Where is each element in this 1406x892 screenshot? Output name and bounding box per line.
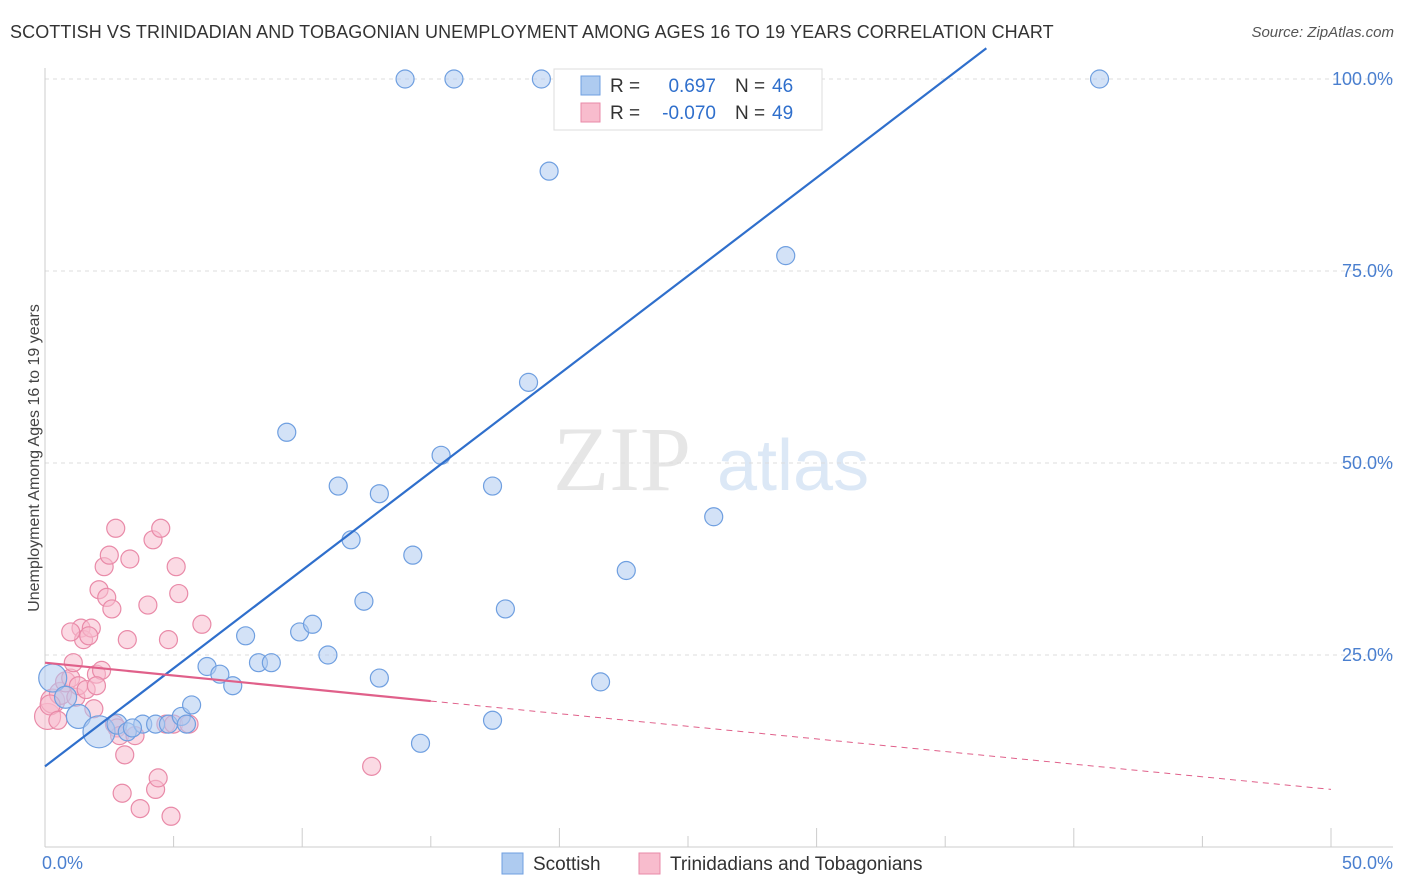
scottish-point-16: [261, 653, 281, 673]
scottish-point-42: [776, 246, 796, 266]
trini-point-43: [362, 756, 382, 776]
trini-point-48: [86, 676, 107, 696]
trini-n-value: 49: [772, 103, 793, 124]
grid-lines: [45, 78, 1393, 656]
scottish-point-30: [444, 69, 464, 89]
scottish-point-24: [369, 484, 389, 504]
scottish-point-19: [302, 614, 323, 634]
trini-point-47: [79, 626, 99, 646]
scottish-point-44: [122, 718, 143, 738]
scottish-point-26: [395, 69, 415, 89]
scottish-point-10: [182, 695, 202, 715]
scottish-point-27: [403, 545, 423, 565]
scottish-n-value: 46: [772, 76, 793, 97]
scottish-point-36: [539, 161, 559, 181]
trini-point-30: [138, 595, 158, 615]
scottish-point-2: [65, 703, 92, 730]
scottish-point-41: [704, 507, 724, 527]
legend-scottish-swatch[interactable]: [501, 852, 524, 875]
trend-lines: [44, 47, 1332, 790]
scottish-point-45: [176, 714, 197, 734]
scottish-trend-line-0: [44, 47, 988, 768]
trini-point-33: [148, 768, 168, 788]
y-tick-label-3: 100.0%: [1332, 69, 1393, 89]
scottish-stats-swatch: [580, 75, 601, 96]
trini-point-27: [120, 549, 140, 569]
scottish-point-25: [369, 668, 389, 688]
trini-point-34: [151, 518, 171, 538]
legend-trini-swatch[interactable]: [638, 852, 661, 875]
source-label: Source: ZipAtlas.com: [1251, 24, 1394, 41]
scottish-point-29: [431, 445, 451, 465]
y-tick-label-0: 25.0%: [1342, 645, 1393, 665]
scottish-r-label: R =: [610, 76, 640, 97]
y-axis-label: Unemployment Among Ages 16 to 19 years: [26, 304, 43, 612]
trini-r-value: -0.070: [662, 103, 716, 124]
trini-point-24: [112, 783, 132, 803]
scottish-point-34: [518, 372, 539, 392]
scottish-point-14: [236, 626, 256, 646]
stats-legend: R = 0.697 N = 46 R = -0.070 N = 49: [553, 68, 823, 131]
x-tick-label-1: 50.0%: [1342, 853, 1393, 873]
scottish-r-value: 0.697: [668, 76, 716, 97]
scottish-n-label: N =: [735, 76, 765, 97]
trini-point-45: [48, 710, 68, 730]
watermark-atlas: atlas: [717, 426, 869, 506]
trini-point-5: [63, 653, 83, 673]
legend-trini-label[interactable]: Trinidadians and Tobagonians: [670, 854, 922, 875]
scottish-point-39: [616, 560, 636, 581]
scottish-points: [38, 69, 1110, 753]
scottish-point-20: [318, 645, 338, 665]
trini-point-42: [192, 614, 212, 634]
trini-point-36: [158, 630, 179, 650]
scottish-point-33: [495, 599, 515, 619]
trini-point-29: [130, 798, 150, 819]
scottish-point-32: [482, 710, 503, 730]
trini-point-25: [115, 745, 135, 765]
scottish-point-28: [410, 733, 431, 753]
trini-point-46: [61, 622, 81, 642]
y-tick-labels: 25.0% 50.0% 75.0% 100.0%: [1332, 69, 1393, 665]
scottish-point-21: [328, 476, 348, 496]
scottish-point-23: [354, 591, 374, 611]
watermark-zip: ZIP: [553, 408, 691, 510]
scottish-point-31: [482, 476, 503, 496]
scottish-point-1: [53, 685, 78, 709]
scottish-point-35: [531, 69, 551, 89]
trini-point-19: [102, 599, 122, 619]
scottish-point-38: [590, 672, 611, 692]
trini-point-39: [166, 557, 186, 577]
trini-point-21: [106, 518, 126, 538]
scottish-point-17: [277, 422, 297, 442]
trini-point-18: [99, 545, 119, 565]
bottom-legend: Scottish Trinidadians and Tobagonians: [501, 852, 922, 875]
trini-trend-line-2: [430, 700, 1332, 790]
axes: [44, 68, 1393, 848]
x-tick-labels: 0.0% 50.0%: [42, 853, 1393, 873]
scottish-point-43: [1089, 69, 1110, 89]
trini-point-26: [117, 630, 137, 650]
legend-scottish-label[interactable]: Scottish: [533, 854, 601, 875]
trini-stats-swatch: [580, 102, 601, 123]
trini-r-label: R =: [610, 103, 640, 124]
trini-trend-line-1: [44, 661, 431, 703]
trini-point-37: [161, 806, 181, 826]
chart-title: SCOTTISH VS TRINIDADIAN AND TOBAGONIAN U…: [10, 22, 1054, 42]
y-tick-label-1: 50.0%: [1342, 453, 1393, 473]
y-tick-label-2: 75.0%: [1342, 261, 1393, 281]
trini-point-40: [169, 583, 189, 604]
x-tick-label-0: 0.0%: [42, 853, 83, 873]
trini-n-label: N =: [735, 103, 765, 124]
scottish-point-13: [223, 676, 243, 696]
